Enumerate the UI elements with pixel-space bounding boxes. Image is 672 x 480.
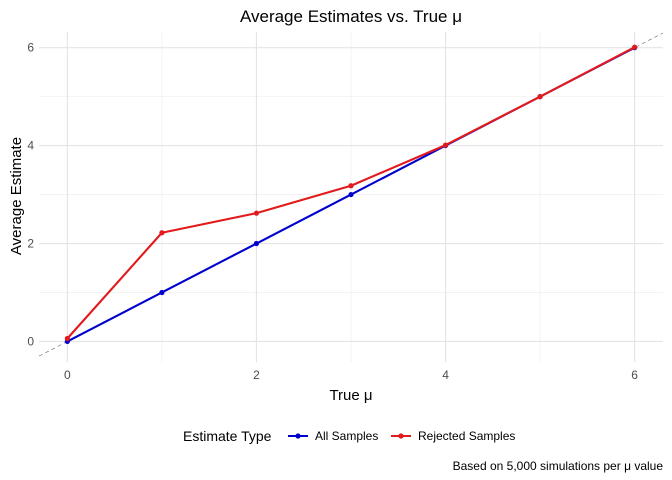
series-layer bbox=[64, 44, 638, 345]
legend-label: All Samples bbox=[315, 429, 378, 443]
legend-key-point bbox=[398, 433, 404, 439]
data-point-all-samples bbox=[348, 191, 354, 198]
y-tick-label: 0 bbox=[27, 334, 34, 348]
x-tick-label: 4 bbox=[442, 368, 449, 382]
series-rejected-samples bbox=[64, 44, 638, 342]
data-point-all-samples bbox=[159, 289, 165, 296]
data-point-rejected-samples bbox=[159, 230, 165, 236]
x-tick-label: 6 bbox=[631, 368, 638, 382]
x-axis-title: True μ bbox=[329, 387, 372, 404]
legend-key-point bbox=[295, 433, 301, 439]
legend-item-rejected-samples: Rejected Samples bbox=[391, 429, 515, 443]
chart-caption: Based on 5,000 simulations per μ value bbox=[453, 459, 664, 473]
legend: Estimate Type All Samples Rejected Sample… bbox=[183, 428, 515, 444]
data-point-rejected-samples bbox=[253, 210, 260, 216]
legend-label: Rejected Samples bbox=[418, 429, 515, 443]
y-tick-label: 2 bbox=[27, 237, 34, 251]
legend-items: All Samples Rejected Samples bbox=[288, 429, 515, 443]
y-tick-label: 6 bbox=[27, 41, 34, 55]
legend-item-all-samples: All Samples bbox=[288, 429, 378, 443]
data-point-rejected-samples bbox=[64, 335, 70, 342]
data-point-rejected-samples bbox=[632, 44, 638, 50]
data-point-rejected-samples bbox=[348, 183, 354, 189]
data-point-rejected-samples bbox=[442, 142, 449, 148]
y-axis-ticks: 0 2 4 6 bbox=[27, 41, 34, 349]
x-tick-label: 2 bbox=[253, 368, 260, 382]
y-axis-title: Average Estimate bbox=[8, 137, 25, 255]
x-tick-label: 0 bbox=[64, 368, 71, 382]
data-point-all-samples bbox=[253, 240, 260, 247]
legend-title: Estimate Type bbox=[183, 428, 272, 444]
data-point-rejected-samples bbox=[537, 94, 543, 100]
y-tick-label: 4 bbox=[27, 139, 34, 153]
chart-title: Average Estimates vs. True μ bbox=[240, 7, 462, 26]
x-axis-ticks: 0 2 4 6 bbox=[64, 368, 638, 382]
